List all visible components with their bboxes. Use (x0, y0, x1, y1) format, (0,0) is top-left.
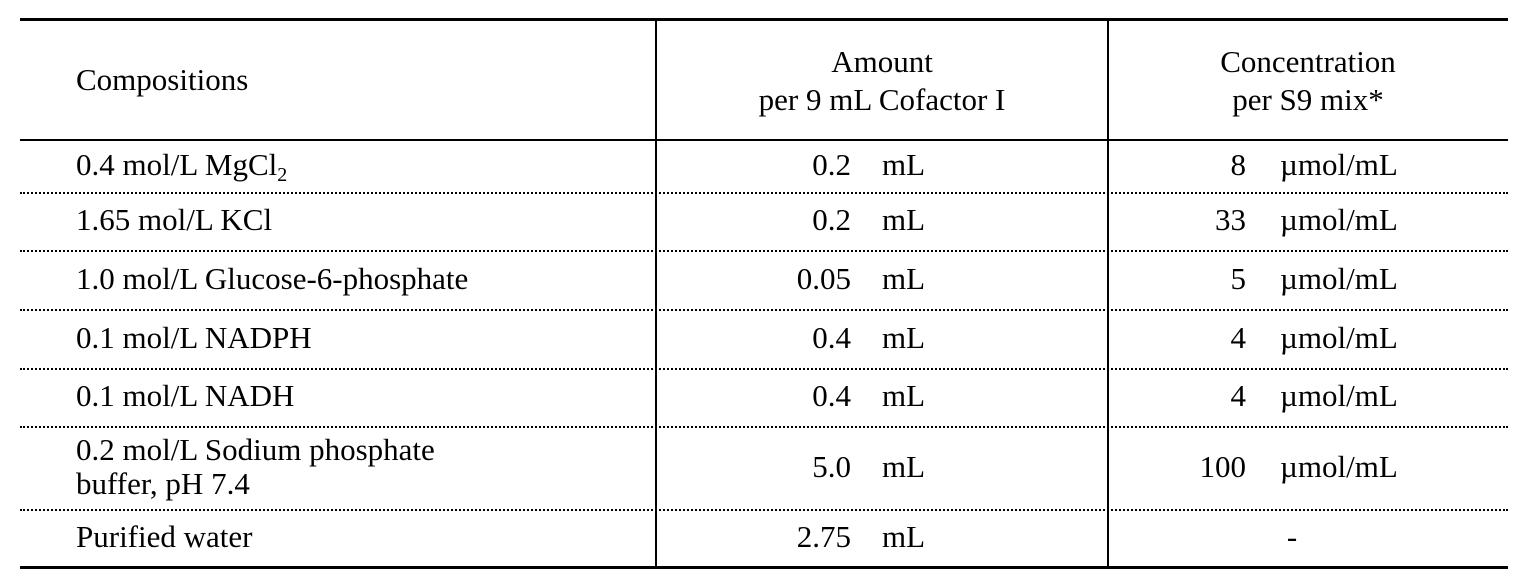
concentration: 4 (1230, 378, 1247, 413)
composition: 0.1 mol/L NADPH (76, 319, 312, 355)
composition: 1.0 mol/L Glucose-6-phosphate (76, 260, 469, 296)
concentration-unit: µmol/mL (1280, 319, 1398, 355)
concentration-unit: µmol/mL (1280, 146, 1398, 182)
bottom-rule (20, 566, 1508, 569)
amount-unit: mL (882, 378, 926, 413)
concentration-unit: µmol/mL (1280, 448, 1398, 484)
row-separator (20, 192, 1508, 194)
concentration: 8 (1230, 146, 1247, 182)
amount-unit: mL (882, 448, 926, 484)
amount: 0.2 (812, 146, 851, 182)
concentration: 100 (1199, 448, 1247, 484)
row-separator (20, 509, 1508, 511)
amount: 0.4 (812, 378, 851, 413)
column-divider (1107, 18, 1109, 568)
amount: 0.2 (812, 202, 851, 237)
row-separator (20, 368, 1508, 370)
composition: 1.65 mol/L KCl (76, 202, 273, 237)
amount-unit: mL (882, 319, 926, 355)
concentration: 33 (1215, 202, 1246, 237)
amount: 5.0 (812, 448, 851, 484)
row-separator (20, 426, 1508, 428)
composition: Purified water (76, 519, 253, 554)
amount-unit: mL (882, 202, 926, 237)
header-rule (20, 139, 1508, 141)
header-cell: Amount (831, 44, 933, 79)
amount: 0.05 (796, 260, 851, 296)
amount-unit: mL (882, 260, 926, 296)
header-cell: per 9 mL Cofactor I (758, 82, 1006, 117)
concentration-unit: µmol/mL (1280, 202, 1398, 237)
amount: 2.75 (796, 519, 851, 554)
concentration: 4 (1230, 319, 1247, 355)
amount-unit: mL (882, 146, 926, 182)
header-cell: Compositions (76, 62, 249, 97)
column-divider (655, 18, 657, 568)
composition: 0.1 mol/L NADH (76, 378, 295, 413)
subscript: 2 (277, 163, 288, 186)
header-cell: per S9 mix* (1232, 82, 1384, 117)
amount-unit: mL (882, 519, 926, 554)
top-rule (20, 18, 1508, 21)
composition: buffer, pH 7.4 (76, 465, 250, 501)
composition: 0.2 mol/L Sodium phosphate (76, 431, 435, 467)
concentration-unit: µmol/mL (1280, 378, 1398, 413)
row-separator (20, 309, 1508, 311)
row-separator (20, 250, 1508, 252)
concentration-unit: µmol/mL (1280, 260, 1398, 296)
concentration: 5 (1230, 260, 1247, 296)
concentration: - (1286, 519, 1298, 554)
composition: 0.4 mol/L MgCl2 (76, 146, 288, 186)
header-cell: Concentration (1220, 44, 1396, 79)
amount: 0.4 (812, 319, 851, 355)
